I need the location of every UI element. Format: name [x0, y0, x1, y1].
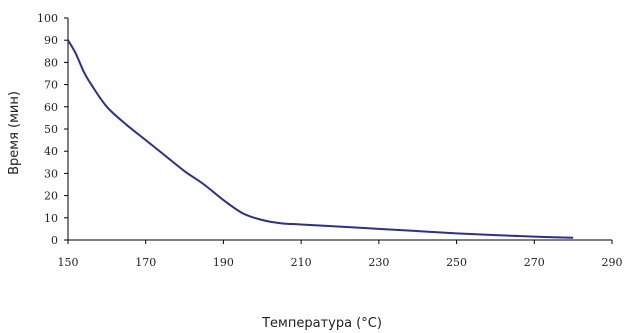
- axes: [67, 18, 612, 241]
- x-tick-label: 230: [368, 256, 389, 269]
- y-axis-title: Время (мин): [7, 91, 22, 175]
- y-tick-label: 0: [51, 234, 58, 247]
- x-tick-label: 190: [213, 256, 234, 269]
- y-tick-label: 70: [44, 79, 58, 92]
- x-tick-label: 270: [524, 256, 545, 269]
- y-tick-label: 50: [44, 123, 58, 136]
- y-tick-label: 40: [44, 145, 58, 158]
- y-tick-label: 10: [44, 212, 58, 225]
- y-tick-label: 20: [44, 190, 58, 203]
- x-axis-title: Температура (°C): [261, 316, 382, 331]
- x-tick-label: 210: [291, 256, 312, 269]
- y-tick-label: 90: [44, 34, 58, 47]
- y-tick-label: 80: [44, 56, 58, 69]
- x-tick-label: 150: [58, 256, 79, 269]
- x-tick-label: 250: [446, 256, 467, 269]
- y-ticks: 0 10 20 30 40 50 60 70 80 90 100: [37, 12, 68, 247]
- y-tick-label: 30: [44, 167, 58, 180]
- y-tick-label: 60: [44, 101, 58, 114]
- series-line: [67, 39, 574, 239]
- x-tick-label: 290: [602, 256, 623, 269]
- x-tick-label: 170: [135, 256, 156, 269]
- y-tick-label: 100: [37, 12, 58, 25]
- series-group: [67, 39, 574, 239]
- x-ticks: 150 170 190 210 230 250 270 290: [58, 240, 623, 269]
